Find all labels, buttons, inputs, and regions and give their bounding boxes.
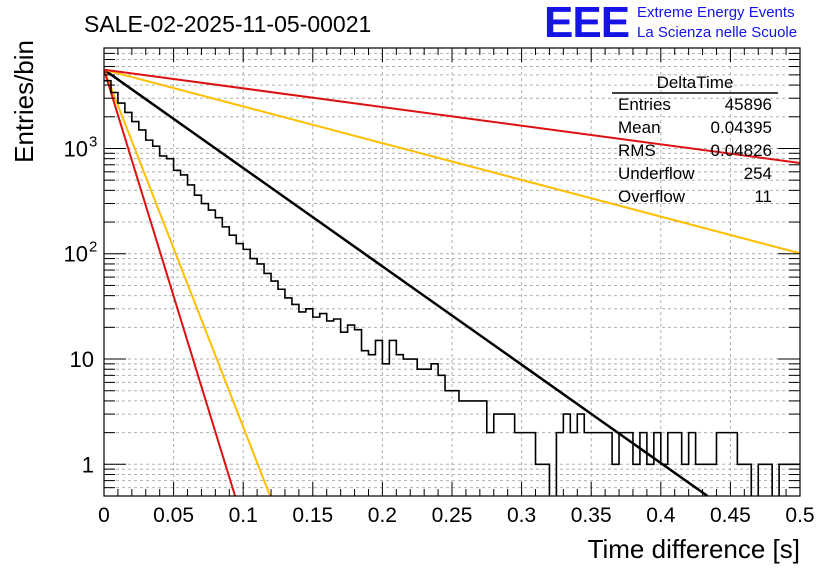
stats-label: RMS xyxy=(618,141,656,160)
stats-value: 254 xyxy=(744,164,772,183)
x-tick-label: 0.15 xyxy=(292,504,333,527)
stats-value: 45896 xyxy=(725,95,772,114)
x-tick-label: 0.2 xyxy=(368,504,397,527)
stats-value: 0.04395 xyxy=(711,118,772,137)
stats-label: Entries xyxy=(618,95,671,114)
stats-title: DeltaTime xyxy=(657,73,734,92)
fit-line-data-fit xyxy=(104,68,709,496)
stats-label: Underflow xyxy=(618,164,695,183)
stats-value: 0.04826 xyxy=(711,141,772,160)
stats-box: DeltaTime Entries 45896 Mean 0.04395 RMS 0.048… xyxy=(612,73,778,206)
logo-line-1: Extreme Energy Events xyxy=(637,4,795,21)
y-axis-label: Entries/bin xyxy=(9,40,39,163)
x-tick-label: 0 xyxy=(98,504,110,527)
axes: 0 0.05 0.1 0.15 0.2 0.25 0.3 0.35 0.4 0.45 0.5 1 10 1… xyxy=(64,47,815,527)
grid xyxy=(103,47,801,497)
fit-curves xyxy=(104,68,800,496)
x-tick-label: 0.1 xyxy=(229,504,258,527)
x-tick-label: 0.3 xyxy=(507,504,536,527)
fit-line-lower-slow xyxy=(104,68,800,164)
y-tick-label: 1 xyxy=(82,452,94,477)
stats-label: Mean xyxy=(618,118,661,137)
y-tick-label: 10 xyxy=(70,347,94,372)
x-tick-label: 0.25 xyxy=(432,504,473,527)
eee-logo: EEE Extreme Energy Events La Scienza nel… xyxy=(540,0,836,47)
fit-line-upper-slow xyxy=(104,68,800,255)
x-tick-label: 0.5 xyxy=(785,504,814,527)
fit-line-lower-fast xyxy=(104,69,237,496)
logo-mark: EEE xyxy=(544,0,630,47)
stats-label: Overflow xyxy=(618,187,686,206)
y-tick-label: 10 xyxy=(64,136,88,161)
x-tick-label: 0.45 xyxy=(710,504,751,527)
logo-line-2: La Scienza nelle Scuole xyxy=(637,24,798,41)
stats-value: 11 xyxy=(754,187,772,206)
y-tick-exponent: 3 xyxy=(89,133,97,150)
histogram-steps xyxy=(104,79,800,496)
x-axis-label: Time difference [s] xyxy=(588,534,800,564)
x-tick-label: 0.05 xyxy=(153,504,194,527)
chart-title: SALE-02-2025-11-05-00021 xyxy=(84,11,371,37)
y-tick-exponent: 2 xyxy=(89,239,97,256)
y-tick-label: 10 xyxy=(64,242,88,267)
fit-line-upper-fast xyxy=(104,69,272,496)
x-tick-label: 0.35 xyxy=(571,504,612,527)
x-tick-label: 0.4 xyxy=(646,504,676,527)
histogram xyxy=(104,79,800,496)
